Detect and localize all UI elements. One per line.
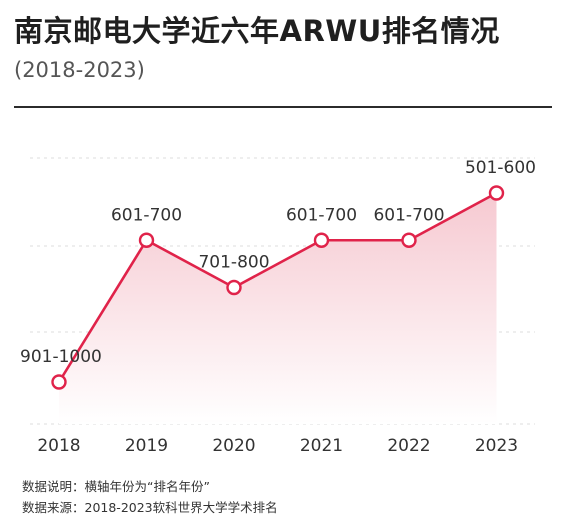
data-label: 601-700 [373, 205, 444, 225]
data-point [226, 279, 242, 296]
data-point [313, 232, 330, 248]
chart-title: 南京邮电大学近六年ARWU排名情况 [14, 14, 500, 48]
x-tick-label: 2020 [212, 436, 255, 456]
area-fill [59, 193, 497, 424]
x-tick-label: 2018 [37, 436, 80, 456]
data-label: 601-700 [111, 205, 182, 225]
data-point [401, 232, 417, 248]
data-label: 901-1000 [20, 347, 102, 367]
x-axis-ticks: 2018 2019 2020 2021 2022 2023 [37, 436, 518, 456]
data-label: 501-600 [465, 158, 536, 178]
axis-note: 数据说明：横轴年份为“排名年份” [22, 479, 210, 494]
data-labels: 901-1000 601-700 701-800 601-700 601-700 501-… [20, 158, 536, 367]
data-point [138, 232, 155, 248]
data-point [51, 374, 67, 390]
chart-subtitle: (2018-2023) [14, 58, 145, 82]
data-label: 701-800 [198, 253, 269, 273]
x-tick-label: 2019 [125, 436, 168, 456]
title-divider [14, 106, 552, 108]
x-tick-label: 2023 [475, 436, 518, 456]
source-note: 数据来源：2018-2023软科世界大学学术排名 [22, 500, 278, 515]
rank-line [57, 191, 498, 383]
data-point [488, 185, 505, 201]
data-markers [51, 185, 505, 390]
footnotes: 数据说明：横轴年份为“排名年份” 数据来源：2018-2023软科世界大学学术排… [22, 476, 278, 518]
x-tick-label: 2021 [300, 436, 343, 456]
x-tick-label: 2022 [387, 436, 430, 456]
data-label: 601-700 [286, 205, 357, 225]
